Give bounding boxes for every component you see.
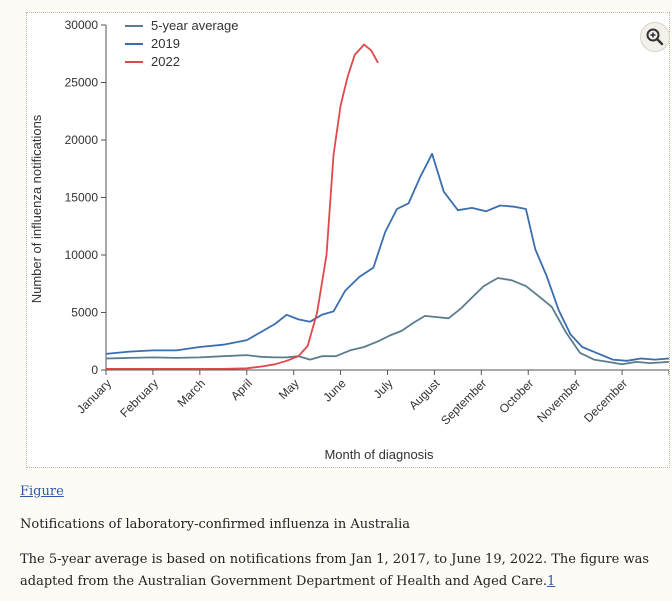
reference-link[interactable]: 1	[547, 574, 556, 589]
y-tick-label: 30000	[65, 18, 99, 32]
legend-label: 2022	[151, 54, 180, 69]
month-label: August	[406, 376, 443, 413]
month-label: March	[174, 376, 207, 409]
month-label: November	[534, 376, 583, 425]
month-label: December	[581, 376, 630, 425]
y-tick-label: 25000	[65, 76, 99, 90]
series-line	[105, 277, 669, 366]
zoom-button[interactable]	[640, 22, 670, 52]
month-label: February	[117, 376, 161, 420]
month-label: July	[371, 376, 396, 401]
influenza-line-chart: 0 5000 10000 15000 20000 25000 30000 January Feb…	[29, 18, 669, 462]
y-tick-label: 0	[91, 363, 98, 377]
axes: 0 5000 10000 15000 20000 25000 30000 January Feb…	[65, 18, 669, 428]
series-line	[105, 152, 669, 362]
zoom-in-icon	[646, 28, 664, 46]
series-lines	[105, 43, 669, 370]
month-label: January	[74, 376, 114, 416]
x-axis-label: Month of diagnosis	[324, 447, 434, 462]
figure-title: Notifications of laboratory-confirmed in…	[20, 517, 411, 532]
figure-frame: 0 5000 10000 15000 20000 25000 30000 January Feb…	[26, 12, 670, 468]
month-label: October	[496, 376, 536, 416]
y-axis-label: Number of influenza notifications	[29, 114, 44, 303]
month-label: April	[228, 376, 255, 403]
caption-text: The 5-year average is based on notificat…	[20, 552, 650, 589]
month-label: May	[276, 376, 302, 402]
y-tick-label: 20000	[65, 133, 99, 147]
figure-caption: The 5-year average is based on notificat…	[20, 549, 660, 593]
legend-label: 2019	[151, 36, 180, 51]
y-tick-label: 5000	[71, 306, 98, 320]
legend: 5-year average 2019 2022	[125, 18, 238, 69]
figure-link[interactable]: Figure	[20, 484, 64, 499]
month-label: June	[320, 376, 349, 405]
month-label: September	[438, 376, 489, 427]
legend-label: 5-year average	[151, 18, 238, 33]
y-tick-label: 10000	[65, 248, 99, 262]
y-tick-label: 15000	[65, 191, 99, 205]
series-line	[106, 43, 379, 370]
